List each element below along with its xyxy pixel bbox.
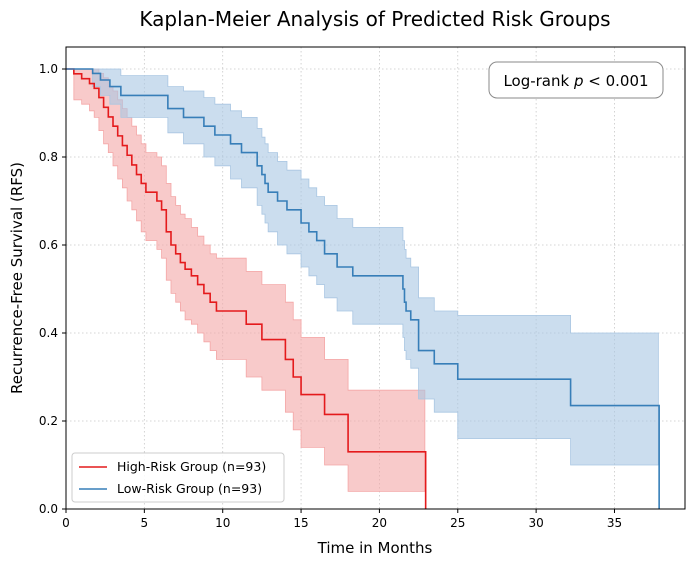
x-axis-title: Time in Months (317, 539, 433, 557)
survival-curve-high-risk (66, 68, 427, 509)
x-tick-label: 35 (607, 516, 622, 530)
survival-curves (66, 68, 660, 509)
x-tick-label: 15 (293, 516, 308, 530)
x-tick-label: 25 (450, 516, 465, 530)
legend-label-low-risk: Low-Risk Group (n=93) (117, 481, 262, 496)
legend-label-high-risk: High-Risk Group (n=93) (117, 459, 266, 474)
y-tick-label: 0.0 (39, 502, 58, 516)
logrank-annotation: Log-rank p < 0.001 (488, 61, 664, 99)
y-axis-title: Recurrence-Free Survival (RFS) (8, 162, 26, 394)
annotation-text: Log-rank p < 0.001 (503, 72, 648, 90)
x-tick-label: 30 (528, 516, 543, 530)
annotation-prefix: Log-rank (503, 72, 574, 90)
chart-title: Kaplan-Meier Analysis of Predicted Risk … (139, 7, 610, 31)
y-tick-label: 0.2 (39, 414, 58, 428)
axis-ticks: 0 5 10 15 20 25 30 35 0.0 0.2 0.4 0.6 0.8 1.0 (39, 62, 622, 530)
x-tick-label: 5 (141, 516, 149, 530)
y-tick-label: 0.8 (39, 150, 58, 164)
annotation-box (488, 61, 664, 99)
legend-box (71, 452, 285, 503)
plot-frame (65, 46, 686, 510)
x-tick-label: 20 (372, 516, 387, 530)
x-tick-label: 10 (215, 516, 230, 530)
y-tick-label: 0.6 (39, 238, 58, 252)
ci-band-high-risk (66, 68, 426, 492)
annotation-italic: p (573, 72, 584, 90)
x-tick-label: 0 (62, 516, 70, 530)
confidence-bands (66, 68, 659, 492)
y-tick-label: 1.0 (39, 62, 58, 76)
ci-band-low-risk (66, 68, 659, 466)
y-tick-label: 0.4 (39, 326, 58, 340)
survival-curve-low-risk (66, 68, 660, 509)
annotation-suffix: < 0.001 (584, 72, 649, 90)
legend: High-Risk Group (n=93) Low-Risk Group (n… (71, 452, 285, 503)
